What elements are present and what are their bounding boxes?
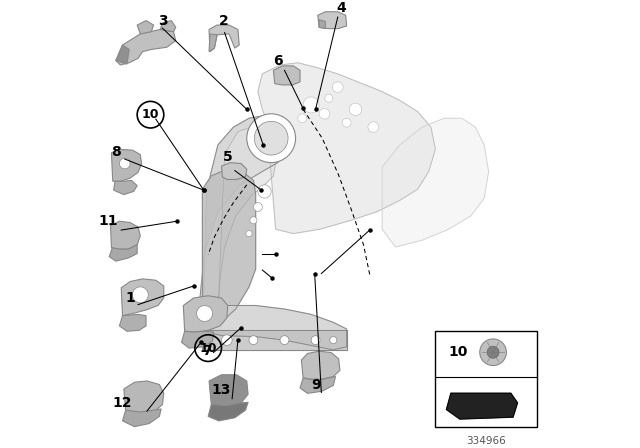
Circle shape <box>325 94 333 102</box>
Polygon shape <box>116 30 176 65</box>
Circle shape <box>132 287 148 303</box>
Polygon shape <box>447 393 518 419</box>
Circle shape <box>250 217 257 224</box>
Polygon shape <box>116 45 129 64</box>
Polygon shape <box>160 21 176 32</box>
Text: 1: 1 <box>125 291 135 305</box>
Text: 9: 9 <box>312 379 321 392</box>
Polygon shape <box>182 331 214 348</box>
Circle shape <box>487 346 499 358</box>
Circle shape <box>332 82 343 92</box>
Polygon shape <box>218 127 276 314</box>
Polygon shape <box>319 20 325 29</box>
Circle shape <box>319 108 330 119</box>
Text: 11: 11 <box>98 214 118 228</box>
Polygon shape <box>202 306 347 350</box>
Polygon shape <box>209 375 248 407</box>
Circle shape <box>349 103 362 116</box>
Polygon shape <box>209 25 239 52</box>
Circle shape <box>120 158 130 169</box>
Circle shape <box>303 97 319 113</box>
Circle shape <box>221 335 232 345</box>
Circle shape <box>253 202 262 211</box>
Text: 6: 6 <box>273 55 283 69</box>
Polygon shape <box>258 63 435 233</box>
Polygon shape <box>120 314 146 331</box>
Polygon shape <box>111 149 141 181</box>
Circle shape <box>246 231 252 237</box>
Text: 13: 13 <box>212 383 231 397</box>
Text: 10: 10 <box>449 345 468 359</box>
Polygon shape <box>301 351 340 379</box>
Polygon shape <box>209 34 217 52</box>
Circle shape <box>196 306 212 322</box>
Text: 8: 8 <box>111 145 121 159</box>
Circle shape <box>258 185 271 198</box>
Circle shape <box>311 336 320 345</box>
Polygon shape <box>124 381 164 414</box>
Polygon shape <box>183 296 228 332</box>
Polygon shape <box>300 376 335 393</box>
Polygon shape <box>200 116 282 331</box>
Circle shape <box>249 336 258 345</box>
Polygon shape <box>382 118 488 247</box>
Polygon shape <box>208 402 248 421</box>
Polygon shape <box>273 66 300 85</box>
Text: 5: 5 <box>223 150 232 164</box>
Circle shape <box>254 121 288 155</box>
Circle shape <box>247 114 296 163</box>
Polygon shape <box>137 21 154 34</box>
Text: 334966: 334966 <box>466 435 506 445</box>
Text: 2: 2 <box>218 14 228 29</box>
Text: 12: 12 <box>113 396 132 410</box>
Polygon shape <box>109 245 137 261</box>
Circle shape <box>280 336 289 345</box>
Circle shape <box>368 122 379 133</box>
Text: 3: 3 <box>157 14 167 29</box>
Polygon shape <box>122 409 161 426</box>
Circle shape <box>298 114 307 123</box>
Text: 4: 4 <box>337 1 346 15</box>
Circle shape <box>330 336 337 344</box>
Polygon shape <box>318 12 347 29</box>
Circle shape <box>480 339 506 366</box>
Polygon shape <box>221 163 247 180</box>
Polygon shape <box>121 279 164 316</box>
Polygon shape <box>202 330 347 350</box>
Polygon shape <box>114 181 137 194</box>
Text: 10: 10 <box>141 108 159 121</box>
FancyBboxPatch shape <box>435 331 536 426</box>
Text: 7: 7 <box>202 344 212 358</box>
Text: 10: 10 <box>200 342 217 355</box>
Polygon shape <box>202 169 255 331</box>
Circle shape <box>342 118 351 127</box>
Polygon shape <box>111 221 140 249</box>
